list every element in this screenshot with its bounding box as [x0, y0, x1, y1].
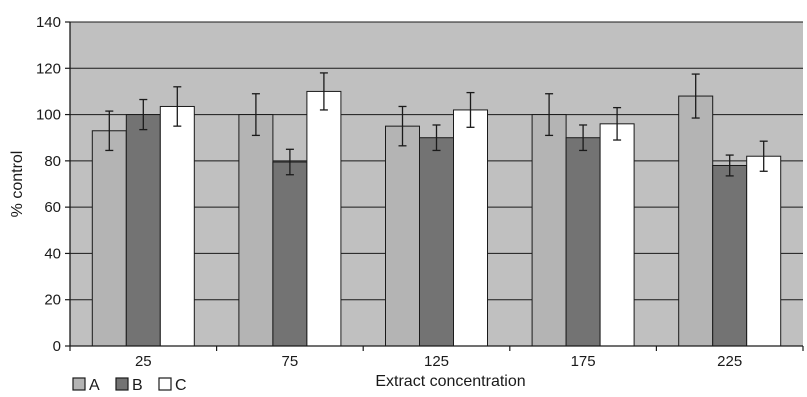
bar-c-75	[306, 90, 342, 347]
y-tick-label: 40	[44, 245, 61, 262]
x-tick-labels: 25 75 125 175 225	[135, 353, 742, 370]
legend-label-c: C	[175, 377, 187, 394]
y-tick-label: 100	[36, 107, 61, 124]
y-axis-title: % control	[9, 151, 26, 218]
legend-swatch-c	[158, 377, 172, 391]
legend: A B C	[72, 377, 187, 394]
x-axis-title: Extract concentration	[375, 373, 525, 390]
bar-c-225	[746, 155, 782, 347]
legend-label-b: B	[132, 377, 143, 394]
bar-a-125	[385, 125, 420, 347]
legend-label-a: A	[89, 377, 100, 394]
bar-a-75	[238, 114, 274, 347]
legend-swatch-b	[115, 377, 129, 391]
y-tick-labels: 0 20 40 60 80 100 120 140	[36, 14, 61, 355]
bar-c-125	[453, 109, 488, 347]
bar-a-175	[531, 114, 567, 347]
x-tick-label: 225	[717, 353, 742, 370]
bar-b-125	[419, 137, 454, 347]
bar-b-75	[272, 161, 308, 347]
y-tick-label: 20	[44, 292, 61, 309]
bar-b-225	[712, 164, 748, 347]
bar-a-225	[678, 95, 714, 347]
y-tick-label: 80	[44, 153, 61, 170]
y-tick-label: 120	[36, 60, 61, 77]
x-tick-label: 25	[135, 353, 152, 370]
x-tick-label: 175	[571, 353, 596, 370]
x-tick-label: 125	[424, 353, 449, 370]
bar-b-175	[565, 137, 601, 347]
y-tick-label: 60	[44, 199, 61, 216]
legend-swatch-a	[72, 377, 86, 391]
bar-c-25	[159, 105, 195, 347]
x-tick-label: 75	[282, 353, 299, 370]
bar-c-175	[599, 123, 635, 347]
bar-b-25	[125, 114, 161, 347]
y-tick-label: 0	[53, 338, 61, 355]
axes	[65, 21, 804, 351]
y-tick-label: 140	[36, 14, 61, 31]
error-bars	[105, 72, 768, 177]
bar-a-25	[91, 130, 127, 347]
